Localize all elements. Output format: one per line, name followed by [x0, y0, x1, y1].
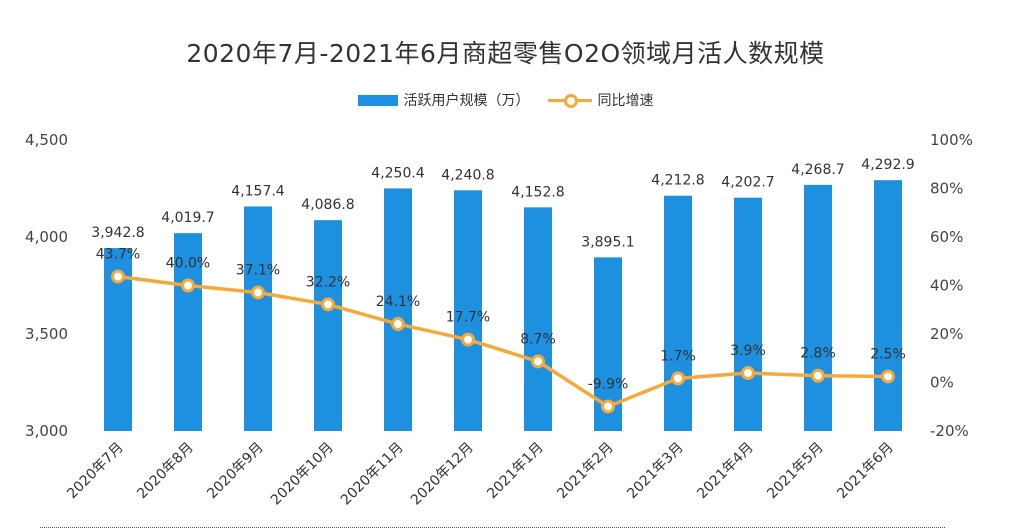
bar-value-label: 4,292.9 [861, 157, 914, 173]
growth-point [321, 297, 335, 312]
growth-value-label: 40.0% [166, 256, 210, 272]
chart-legend: 活跃用户规模（万） 同比增速 [0, 89, 1011, 111]
legend-item-bar[interactable]: 活跃用户规模（万） [357, 90, 530, 110]
growth-value-label: 8.7% [520, 331, 556, 347]
bar [734, 197, 762, 431]
x-tick-label: 2021年6月 [834, 440, 897, 503]
bar-value-label: 4,212.8 [651, 173, 704, 189]
x-tick-label: 2021年1月 [484, 440, 547, 503]
growth-value-label: 3.9% [730, 343, 766, 359]
legend-label-line: 同比增速 [597, 93, 654, 109]
growth-point [601, 399, 615, 414]
growth-point [181, 278, 195, 293]
growth-point [741, 366, 755, 381]
x-tick-label: 2020年10月 [268, 440, 337, 509]
y-left-tick-label: 4,000 [25, 228, 68, 246]
bar [454, 190, 482, 431]
growth-value-label: 2.5% [870, 346, 906, 362]
y-right-tick-label: 40% [930, 277, 963, 295]
growth-value-label: 2.8% [800, 346, 836, 362]
growth-point [461, 332, 475, 347]
x-tick-label: 2020年9月 [204, 440, 267, 503]
bar [524, 207, 552, 431]
bar-value-label: 4,250.4 [371, 165, 425, 181]
x-tick-label: 2020年12月 [408, 440, 477, 509]
growth-point [881, 369, 895, 384]
bar [664, 195, 692, 431]
growth-value-label: -9.9% [588, 377, 629, 393]
x-tick-label: 2020年8月 [134, 440, 197, 503]
growth-line [117, 274, 889, 409]
chart-title: 2020年7月-2021年6月商超零售O2O领域月活人数规模 [186, 39, 825, 68]
y-right-tick-label: -20% [930, 422, 969, 440]
y-left-tick-label: 3,000 [25, 422, 68, 440]
legend-line-swatch [547, 93, 592, 108]
bar-value-label: 4,240.8 [441, 167, 494, 183]
growth-value-label: 32.2% [306, 274, 350, 290]
bar [384, 188, 412, 431]
y-right-tick-label: 60% [930, 228, 963, 246]
bar-value-label: 4,157.4 [231, 183, 285, 199]
bar-value-label: 3,895.1 [581, 234, 634, 250]
growth-value-label: 1.7% [660, 348, 696, 364]
y-left-tick-label: 4,500 [25, 131, 68, 149]
x-tick-label: 2020年7月 [64, 440, 127, 503]
growth-point [671, 371, 685, 386]
bar-value-label: 3,942.8 [91, 225, 144, 241]
growth-value-label: 17.7% [446, 310, 490, 326]
x-tick-label: 2021年3月 [624, 440, 687, 503]
bar [174, 233, 202, 431]
bar-value-label: 4,152.8 [511, 184, 564, 200]
growth-point [811, 368, 825, 383]
legend-label-bar: 活跃用户规模（万） [403, 93, 530, 109]
bar-value-label: 4,019.7 [161, 210, 214, 226]
x-tick-label: 2020年11月 [338, 440, 407, 509]
x-tick-label: 2021年4月 [694, 440, 757, 503]
bar [314, 220, 342, 431]
growth-point [531, 354, 545, 369]
y-right-tick-label: 0% [930, 374, 954, 392]
bar-value-label: 4,202.7 [721, 175, 774, 191]
y-right-tick-label: 100% [930, 131, 973, 149]
bar-value-label: 4,268.7 [791, 162, 844, 178]
bar [244, 206, 272, 431]
growth-value-label: 37.1% [236, 263, 280, 279]
bar [874, 180, 902, 431]
growth-point [251, 285, 265, 300]
growth-point [111, 269, 125, 284]
x-tick-label: 2021年2月 [554, 440, 617, 503]
growth-value-label: 24.1% [376, 294, 420, 310]
y-right-tick-label: 80% [930, 180, 963, 198]
bar-value-label: 4,086.8 [301, 197, 354, 213]
growth-value-label: 43.7% [96, 247, 140, 263]
y-left-tick-label: 3,500 [25, 325, 68, 343]
x-tick-label: 2021年5月 [764, 440, 827, 503]
y-right-tick-label: 20% [930, 325, 963, 343]
legend-item-line[interactable]: 同比增速 [547, 90, 654, 110]
bottom-divider [40, 527, 945, 528]
legend-bar-swatch [357, 94, 398, 106]
bar [804, 184, 832, 431]
growth-point [391, 317, 405, 332]
